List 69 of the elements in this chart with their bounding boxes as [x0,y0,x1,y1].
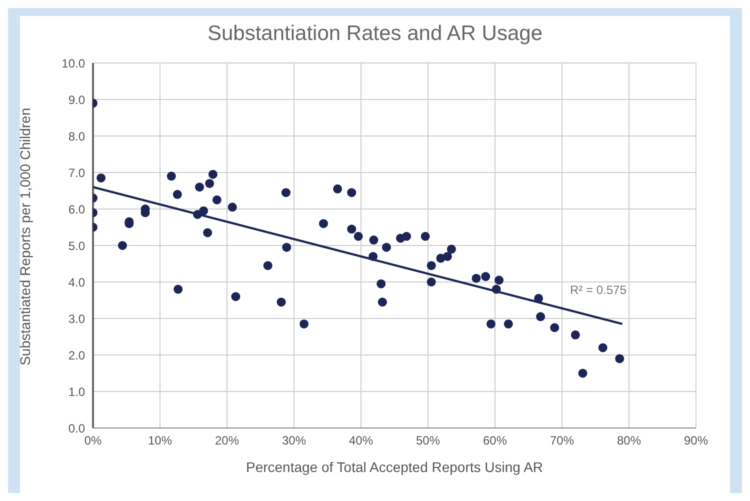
point [494,276,504,285]
point [354,232,363,241]
point [318,219,328,228]
point [212,195,222,204]
x-axis-title: Percentage of Total Accepted Reports Using AR [246,458,544,475]
y-axis-title: Substantiated Reports per 1,000 Children [16,108,33,366]
point [382,242,391,252]
y-tick-label: 1.0 [68,384,86,399]
x-tick-label: 90% [684,434,708,448]
y-tick-label: 9.0 [68,92,86,107]
point [203,228,212,238]
point [472,274,481,283]
point [96,173,106,182]
point [231,292,240,302]
y-tick-label: 6.0 [68,202,86,216]
point [615,354,624,364]
y-tick-label: 10.0 [62,56,86,70]
point [228,202,237,212]
point [504,319,513,328]
x-tick-label: 40% [348,434,374,448]
point [426,278,436,286]
x-tick-label: 50% [416,434,440,448]
point [486,319,496,328]
chart-title: Substantiation Rates and AR Usage [206,22,544,46]
y-tick-label: 8.0 [68,129,86,144]
point [578,368,588,378]
point [481,272,490,282]
y-tick-label: 5.0 [68,238,86,253]
point [195,182,204,192]
point [205,178,214,188]
point [446,244,456,254]
x-tick-label: 60% [482,434,508,448]
y-tick-label: 0.0 [68,421,86,436]
point [199,206,208,216]
point [376,279,386,288]
point [118,241,127,250]
point [347,224,356,234]
point [550,323,560,332]
annotation: R² = 0.575 [570,283,627,297]
x-tick-label: 80% [616,434,642,448]
point [570,330,580,340]
point [333,184,342,194]
point [378,298,387,307]
point [369,236,378,245]
x-tick-label: 70% [550,434,574,448]
point [442,252,452,261]
point [402,232,412,241]
point [263,261,272,270]
x-tick-label: 20% [214,434,240,448]
y-tick-label: 3.0 [68,312,86,326]
y-tick-label: 2.0 [68,348,86,362]
point [276,298,286,307]
x-tick-label: 30% [282,434,306,448]
point [347,188,356,198]
point [172,190,182,199]
x-tick-label: 10% [148,434,172,448]
y-tick-label: 4.0 [68,275,86,290]
point [300,319,309,328]
point [166,172,176,181]
y-tick-label: 7.0 [68,166,86,180]
point [282,242,292,252]
point [536,312,546,322]
point [281,188,290,198]
point [598,343,608,352]
x-tick-label: 0% [84,434,102,448]
point [420,232,430,241]
point [426,261,436,270]
point [174,284,183,294]
point [208,170,218,179]
